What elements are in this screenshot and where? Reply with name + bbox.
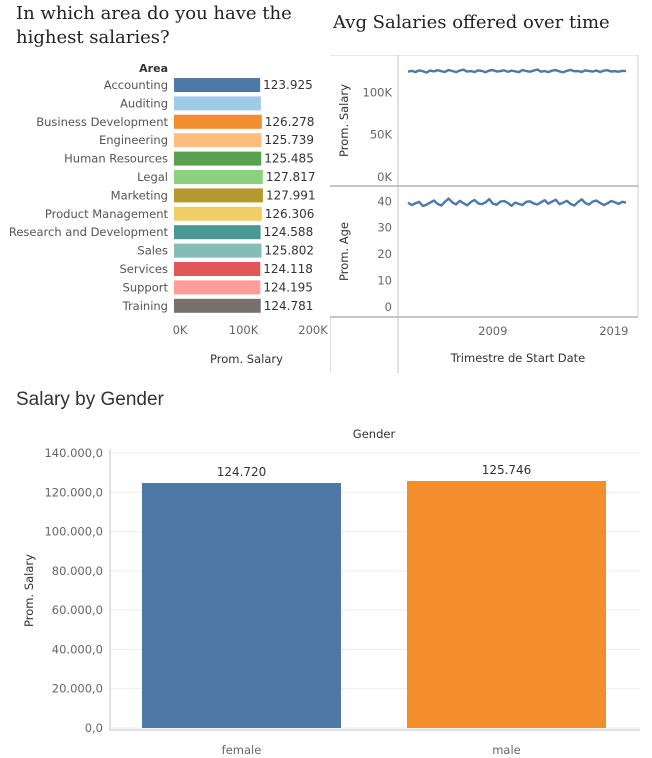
gender-category-label: female xyxy=(222,743,262,757)
gender-category-label: male xyxy=(492,743,521,757)
area-bar-value-label: 127.817 xyxy=(266,170,316,184)
time-y-tick-label: 0 xyxy=(385,300,392,314)
time-y-tick-label: 50K xyxy=(370,128,393,142)
area-bar-value-label: 126.278 xyxy=(265,115,315,129)
time-y-tick-label: 20 xyxy=(377,247,392,261)
time-x-tick-label: 2019 xyxy=(599,324,628,338)
area-x-tick-label: 200K xyxy=(298,323,328,337)
gender-y-tick-label: 140.000,0 xyxy=(44,446,103,460)
time-line-chart: 100K 50K 0K Prom. Salary 40 30 20 10 0 Prom. Age 2… xyxy=(330,55,639,373)
area-category-label: Human Resources xyxy=(64,152,168,166)
gender-y-axis-title: Prom. Salary xyxy=(22,554,36,627)
area-x-tick-label: 100K xyxy=(229,323,259,337)
time-series-line xyxy=(407,68,627,74)
gender-header: Gender xyxy=(353,427,396,441)
time-y-tick-label: 10 xyxy=(377,274,392,288)
area-bar-value-label: 124.588 xyxy=(264,225,314,239)
area-category-label: Support xyxy=(123,280,169,294)
time-series-line xyxy=(407,197,627,208)
area-category-label: Training xyxy=(122,299,168,313)
area-bar xyxy=(174,243,262,258)
gender-y-tick-label: 60.000,0 xyxy=(52,603,103,617)
area-chart-title: In which area do you have the highest sa… xyxy=(16,3,292,48)
area-category-label: Engineering xyxy=(99,133,168,147)
area-category-label: Business Development xyxy=(36,115,168,129)
area-bar-value-label: 124.781 xyxy=(264,299,314,313)
area-bar-value-label: 124.118 xyxy=(263,262,313,276)
area-category-label: Sales xyxy=(137,244,168,258)
gender-y-tick-label: 120.000,0 xyxy=(44,485,103,499)
gender-y-tick-label: 40.000,0 xyxy=(52,642,103,656)
time-y-axis-title: Prom. Age xyxy=(337,222,351,281)
area-category-label: Services xyxy=(120,262,169,276)
time-x-tick-label: 2009 xyxy=(478,324,507,338)
gender-bar-chart: Gender 140.000,0 120.000,0 100.000,0 80.000,… xyxy=(22,427,640,757)
area-bar xyxy=(174,262,261,276)
gender-chart-title: Salary by Gender xyxy=(16,389,164,410)
area-category-label: Product Management xyxy=(45,207,169,221)
area-category-label: Accounting xyxy=(104,78,168,92)
gender-y-tick-label: 100.000,0 xyxy=(44,525,103,539)
area-category-header: Area xyxy=(139,62,168,75)
time-y-tick-label: 30 xyxy=(377,221,392,235)
area-x-axis-title: Prom. Salary xyxy=(210,352,283,366)
time-y-tick-label: 0K xyxy=(377,170,392,184)
area-bar xyxy=(174,206,262,221)
area-x-tick-label: 0K xyxy=(173,323,188,337)
area-category-label: Auditing xyxy=(120,96,168,110)
gender-y-tick-label: 80.000,0 xyxy=(52,564,103,578)
time-chart-title: Avg Salaries offered over time xyxy=(333,12,610,33)
area-bar-value-label: 126.306 xyxy=(265,207,315,221)
area-bar xyxy=(174,280,261,295)
gender-bar xyxy=(142,483,341,728)
area-bar xyxy=(174,225,261,240)
area-bar xyxy=(174,151,262,166)
area-bar-value-label: 125.739 xyxy=(264,133,314,147)
gender-y-tick-label: 20.000,0 xyxy=(52,682,103,696)
time-y-tick-label: 100K xyxy=(363,85,393,99)
area-bar-value-label: 123.925 xyxy=(263,78,313,92)
area-bar-value-label: 124.195 xyxy=(263,280,313,294)
area-bar-value-label: 125.802 xyxy=(264,244,314,258)
area-bar-value-label: 125.485 xyxy=(264,152,314,166)
area-bar xyxy=(174,114,262,129)
gender-bar-value-label: 125.746 xyxy=(482,463,532,477)
area-bar xyxy=(174,96,261,111)
area-category-label: Legal xyxy=(137,170,168,184)
area-bar xyxy=(174,298,261,313)
area-bar-chart: Area Accounting 123.925 Auditing Business De… xyxy=(9,62,328,366)
gender-y-tick-label: 0,0 xyxy=(85,721,103,735)
gender-bar xyxy=(407,480,606,728)
area-category-label: Research and Development xyxy=(9,225,169,239)
time-y-tick-label: 40 xyxy=(377,194,392,208)
area-bar xyxy=(174,170,263,184)
area-bar xyxy=(174,133,262,148)
area-bar-value-label: 127.991 xyxy=(266,188,316,202)
gender-bar-value-label: 124.720 xyxy=(217,465,267,479)
area-bar xyxy=(174,188,263,203)
area-bar xyxy=(174,78,261,92)
time-y-axis-title: Prom. Salary xyxy=(337,84,351,157)
time-x-axis-title: Trimestre de Start Date xyxy=(450,351,586,365)
area-category-label: Marketing xyxy=(111,188,168,202)
